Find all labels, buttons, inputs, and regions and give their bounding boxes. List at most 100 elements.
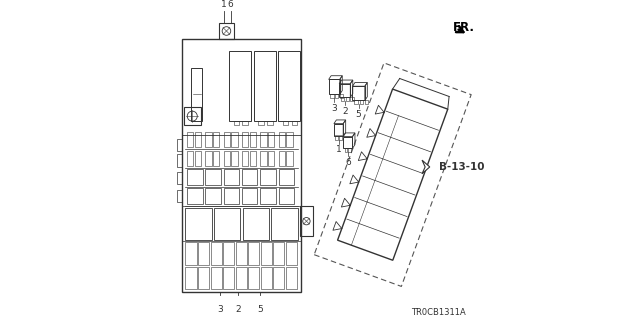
Bar (187, 188, 203, 204)
Bar (205, 188, 221, 204)
Bar (236, 267, 246, 289)
Bar (344, 148, 348, 152)
Bar (242, 151, 248, 166)
Bar (330, 94, 333, 98)
Bar (340, 94, 343, 98)
Bar (250, 151, 256, 166)
Bar (177, 139, 182, 151)
Text: TR0CB1311A: TR0CB1311A (411, 308, 465, 317)
Bar (223, 151, 230, 166)
Bar (187, 170, 203, 185)
Bar (195, 151, 201, 166)
Bar (242, 132, 248, 147)
Bar (353, 86, 365, 100)
Bar (211, 243, 221, 265)
Bar (271, 207, 298, 240)
Bar (292, 121, 297, 125)
Bar (223, 267, 234, 289)
Bar (223, 132, 230, 147)
Bar (341, 97, 344, 101)
Text: 6: 6 (345, 158, 351, 167)
Bar (334, 124, 343, 136)
Bar (365, 100, 369, 104)
Bar (198, 267, 209, 289)
Text: 1: 1 (221, 0, 227, 9)
Bar (229, 51, 252, 121)
Text: 5: 5 (257, 305, 262, 314)
Bar (248, 243, 259, 265)
Bar (205, 132, 212, 147)
Bar (339, 135, 342, 140)
Bar (236, 243, 246, 265)
Bar (273, 243, 284, 265)
Bar (205, 151, 212, 166)
Bar (205, 170, 221, 185)
Bar (191, 68, 202, 121)
Bar (300, 206, 313, 236)
Bar (213, 151, 220, 166)
Bar (223, 243, 234, 265)
Bar (177, 172, 182, 184)
Bar (187, 132, 193, 147)
Bar (211, 267, 221, 289)
Bar (267, 121, 273, 125)
Bar (268, 132, 275, 147)
Bar (260, 170, 276, 185)
Bar (220, 23, 234, 39)
Bar (182, 39, 301, 292)
Bar (248, 267, 259, 289)
Bar (339, 84, 350, 97)
Bar (348, 148, 351, 152)
Text: 2: 2 (342, 107, 348, 116)
Bar (213, 132, 220, 147)
Bar (278, 132, 285, 147)
Bar (260, 151, 267, 166)
Bar (198, 243, 209, 265)
Bar (253, 51, 276, 121)
Bar (243, 207, 269, 240)
Text: FR.: FR. (453, 21, 475, 34)
Text: 5: 5 (356, 110, 362, 119)
Text: 6: 6 (228, 0, 234, 9)
Bar (286, 267, 297, 289)
Bar (260, 267, 272, 289)
Text: B-13-10: B-13-10 (439, 162, 484, 172)
Bar (343, 137, 353, 148)
Bar (350, 97, 353, 101)
Bar (278, 170, 294, 185)
Text: 3: 3 (332, 104, 337, 113)
Bar (214, 207, 241, 240)
Bar (286, 243, 297, 265)
Bar (250, 132, 256, 147)
Text: 1: 1 (335, 145, 341, 154)
Bar (283, 121, 288, 125)
Bar (335, 94, 339, 98)
Bar (278, 151, 285, 166)
Bar (278, 188, 294, 204)
Bar (184, 107, 200, 125)
Bar (231, 151, 237, 166)
Bar (329, 79, 340, 94)
Bar (242, 170, 257, 185)
Text: 2: 2 (236, 305, 241, 314)
Bar (177, 154, 182, 166)
Bar (177, 190, 182, 202)
Bar (186, 243, 196, 265)
Bar (242, 188, 257, 204)
Bar (278, 51, 300, 121)
Bar (186, 207, 212, 240)
Bar (260, 188, 276, 204)
Bar (223, 188, 239, 204)
Bar (335, 135, 338, 140)
Bar (195, 132, 201, 147)
Bar (273, 267, 284, 289)
Bar (346, 97, 349, 101)
Bar (258, 121, 264, 125)
Bar (187, 151, 193, 166)
Bar (260, 132, 267, 147)
Bar (186, 267, 196, 289)
Bar (268, 151, 275, 166)
Bar (231, 132, 237, 147)
Bar (286, 151, 292, 166)
Bar (260, 243, 272, 265)
